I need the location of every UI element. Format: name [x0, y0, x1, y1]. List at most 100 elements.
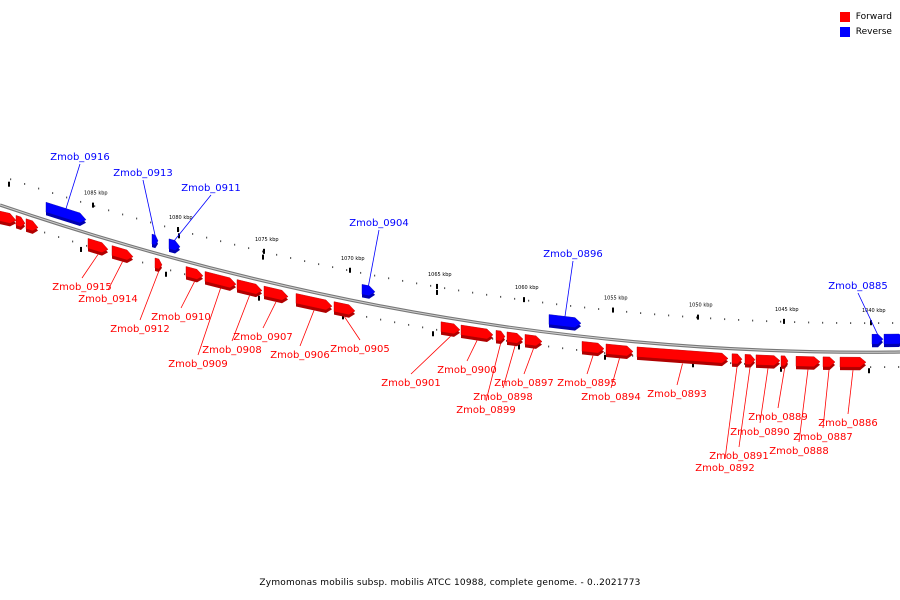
tick-dot [436, 328, 438, 331]
gene-leader-line [299, 310, 315, 347]
major-tick [436, 289, 438, 295]
tick-dot [794, 321, 796, 324]
major-tick [8, 181, 10, 187]
gene-leader-line [502, 345, 516, 389]
gene-label: Zmob_0916 [50, 152, 110, 163]
gene-label: Zmob_0907 [233, 332, 293, 343]
tick-dot [598, 308, 600, 310]
tick-dot [394, 321, 396, 324]
major-tick [342, 314, 344, 320]
tick-dot [304, 260, 306, 263]
tick-dot [388, 277, 390, 280]
gene-leader-line [344, 316, 361, 341]
major-tick [783, 318, 785, 324]
tick-label: 1070 kbp [341, 256, 365, 262]
tick-dot [780, 320, 782, 323]
tick-dot [52, 192, 54, 194]
gene-label: Zmob_0896 [543, 249, 603, 260]
tick-dot [10, 178, 12, 181]
tick-dot [836, 322, 838, 324]
gene-arrow-zmob_0908 [236, 279, 263, 295]
gene-label: Zmob_0887 [793, 432, 853, 443]
tick-dot [332, 266, 334, 269]
major-tick [436, 283, 438, 289]
gene-leader-line [610, 358, 620, 389]
tick-dot [72, 240, 74, 243]
legend: Forward Reverse [839, 9, 892, 39]
gene-label: Zmob_0899 [456, 405, 516, 416]
tick-label: 1085 kbp [84, 191, 108, 197]
tick-dot [374, 274, 376, 277]
gene-leader-line [368, 229, 380, 286]
tick-dot [430, 284, 432, 287]
gene-arrow-zmob_0905 [333, 301, 356, 315]
tick-dot [668, 314, 670, 317]
tick-dot [458, 289, 460, 292]
tick-dot [542, 301, 544, 304]
gene-arrow-partial [0, 210, 17, 224]
gene-label: Zmob_0914 [78, 294, 138, 305]
gene-label: Zmob_0908 [202, 345, 262, 356]
tick-dot [752, 319, 754, 322]
gene-leader-line [759, 368, 769, 424]
tick-dot [640, 312, 642, 314]
tick-dot [884, 366, 886, 368]
gene-arrow-zmob_0900 [460, 324, 494, 340]
gene-label: Zmob_0889 [748, 412, 808, 423]
tick-dot [850, 322, 852, 324]
tick-dot [164, 225, 166, 228]
tick-dot [486, 293, 488, 296]
major-tick [92, 202, 94, 208]
tick-dot [892, 322, 894, 324]
tick-dot [444, 287, 446, 290]
gene-arrow-zmob_0911 [168, 238, 181, 251]
major-tick [178, 233, 180, 239]
tick-dot [744, 363, 746, 365]
gene-arrow-zmob_0914 [111, 245, 134, 261]
tick-dot [206, 236, 208, 239]
gene-leader-line [724, 366, 738, 460]
legend-forward-label: Forward [855, 11, 892, 22]
gene-label: Zmob_0888 [769, 446, 829, 457]
gene-label: Zmob_0895 [557, 378, 617, 389]
tick-label: 1080 kbp [169, 215, 193, 221]
gene-arrow-partial [25, 218, 39, 232]
gene-leader-line [180, 281, 195, 309]
major-tick [697, 314, 699, 320]
tick-dot [822, 321, 824, 324]
gene-arrow-zmob_0896 [548, 314, 582, 328]
gene-leader-line [485, 343, 501, 402]
tick-dot [408, 323, 410, 326]
gene-arrow-zmob_0906 [295, 293, 333, 311]
gene-label: Zmob_0891 [709, 451, 769, 462]
tick-dot [870, 366, 872, 369]
gene-arrow-zmob_0909 [204, 271, 237, 289]
gene-label: Zmob_0906 [270, 350, 330, 361]
gene-leader-line [262, 301, 277, 329]
tick-label: 1050 kbp [689, 303, 713, 309]
gene-leader-line [174, 194, 212, 241]
major-tick [165, 271, 167, 277]
gene-leader-line [857, 292, 878, 335]
tick-dot [682, 315, 684, 318]
tick-dot [192, 233, 194, 235]
tick-dot [422, 326, 424, 329]
tick-dot [878, 322, 880, 324]
tick-label: 1055 kbp [604, 296, 628, 302]
tick-dot [548, 345, 550, 348]
tick-dot [94, 205, 96, 208]
gene-arrow-partial [15, 215, 26, 228]
gene-arrow-zmob_0892 [731, 353, 743, 365]
gene-arrow-zmob_0887 [822, 356, 836, 368]
gene-leader-line [777, 368, 785, 409]
tick-dot [492, 337, 494, 340]
tick-dot [730, 362, 732, 365]
legend-reverse-label: Reverse [855, 26, 892, 37]
tick-dot [234, 243, 236, 246]
legend-forward-swatch [839, 11, 850, 22]
tick-dot [248, 247, 250, 250]
legend-reverse: Reverse [839, 24, 892, 39]
gene-arrow-zmob_0899 [495, 330, 506, 342]
tick-dot [58, 236, 60, 238]
tick-dot [864, 322, 866, 325]
